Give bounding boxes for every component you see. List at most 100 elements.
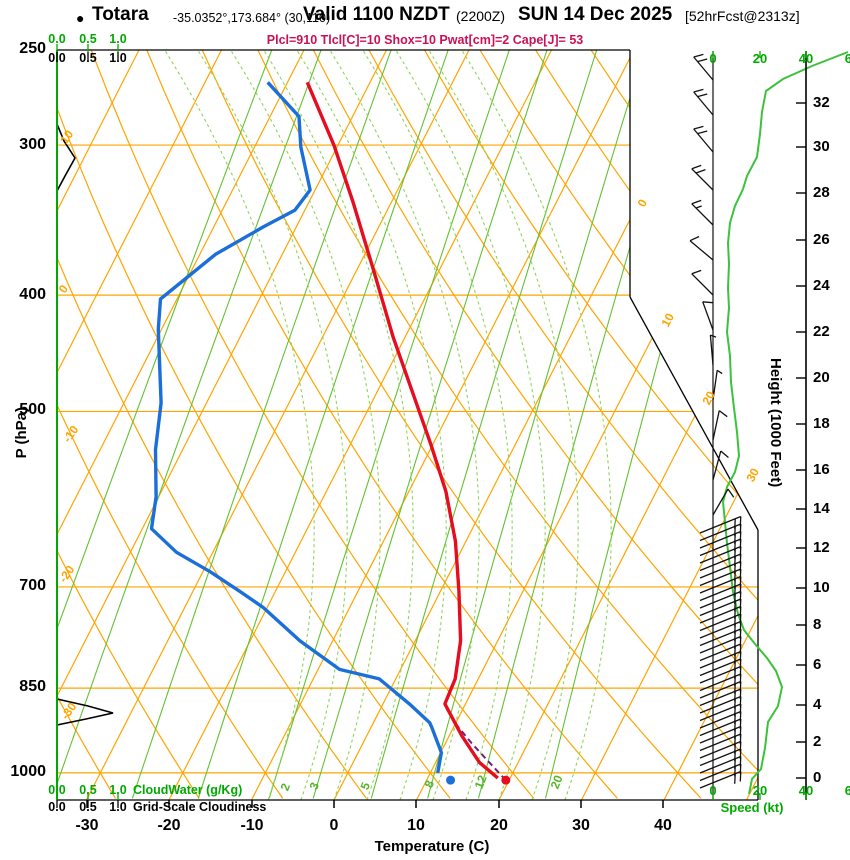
- temperature-label: -30: [75, 817, 99, 834]
- isotherm-line: [498, 50, 758, 800]
- wind-barb-feather: [693, 53, 704, 58]
- station-name: Totara: [92, 4, 149, 25]
- station-bullet-icon: ●: [76, 10, 85, 26]
- forecast-hour: [52hrFcst@2313z]: [685, 8, 800, 24]
- wind-barb-staff: [699, 710, 742, 729]
- height-label: 14: [813, 500, 830, 517]
- wind-barb-staff: [699, 748, 742, 767]
- wind-barb-feather: [718, 410, 728, 418]
- height-label: 16: [813, 461, 830, 478]
- isotherm-line: [57, 50, 223, 800]
- mixing-ratio-line: [57, 50, 273, 799]
- station-coords: -35.0352°,173.684° (30,110): [173, 11, 331, 25]
- wind-barb-feather: [720, 450, 729, 458]
- wind-barb-staff: [699, 545, 742, 564]
- dry-adiabat-line: [201, 50, 702, 799]
- wind-barb-staff: [712, 410, 720, 441]
- wind-barb-staff: [699, 718, 742, 737]
- dry-adiabat-line: [57, 50, 284, 799]
- temperature-axis-title: Temperature (C): [374, 838, 490, 855]
- height-label: 8: [813, 616, 822, 633]
- wind-barb-staff: [699, 680, 742, 699]
- moist-adiabat-line: [329, 50, 480, 800]
- wind-barb-staff: [699, 598, 742, 617]
- height-label: 32: [813, 94, 830, 111]
- mixing-ratio-line: [197, 50, 449, 799]
- speed-axis-title: Speed (kt): [720, 800, 784, 815]
- moist-adiabat-line: [263, 50, 414, 800]
- cloudiness-scale-label: 0.0: [48, 51, 66, 65]
- wind-barb-staff: [693, 91, 714, 116]
- isotherm-line: [250, 50, 635, 800]
- dry-adiabat-line: [257, 50, 758, 799]
- wind-barb-staff: [689, 240, 714, 261]
- wind-barb-staff: [712, 370, 718, 401]
- dewpoint-profile: [149, 81, 444, 774]
- wind-barb-staff: [699, 523, 742, 542]
- wind-barb-feather: [716, 369, 723, 375]
- cloudiness-scale-label: 0.5: [79, 51, 97, 65]
- temperature-label: -20: [157, 817, 181, 834]
- wind-barb-staff: [699, 733, 742, 752]
- wind-barb-staff: [712, 488, 729, 516]
- grid-lines: [57, 50, 758, 800]
- temperature-profile: [305, 81, 499, 780]
- cloudwater-scale-label: 0.5: [79, 32, 97, 46]
- pressure-label: 300: [19, 136, 46, 153]
- stability-parameters: Plcl=910 Tlcl[C]=10 Shox=10 Pwat[cm]=2 C…: [266, 33, 584, 47]
- cloudwater-scale-label: 0.5: [79, 783, 97, 797]
- cloudwater-axis-title: CloudWater (g/Kg): [133, 783, 243, 797]
- temperature-label: 10: [407, 817, 425, 834]
- cloudwater-scale-label: 1.0: [109, 783, 127, 797]
- moist-adiabat-line: [428, 50, 579, 800]
- dry-adiabat-line: [423, 50, 758, 799]
- wind-barb-feather: [727, 488, 735, 498]
- wind-barb-staff: [699, 590, 742, 609]
- moist-adiabat-line: [362, 50, 513, 800]
- speed-label-bottom: 60: [844, 783, 850, 798]
- cloudiness-profile: [56, 50, 114, 800]
- pressure-label: 850: [19, 678, 46, 695]
- wind-barb-staff: [699, 635, 742, 654]
- cloudwater-scale-label: 0.0: [48, 32, 66, 46]
- wind-barb-feather: [691, 269, 702, 275]
- speed-label-top: 0: [709, 51, 717, 66]
- isotherm-line: [85, 50, 470, 800]
- mixing-ratio-line: [544, 50, 745, 799]
- isotherm-line: [168, 50, 553, 800]
- wind-speed-profile: [721, 51, 849, 795]
- wind-barb-staff: [709, 335, 714, 366]
- mixing-ratio-line: [268, 50, 510, 799]
- speed-label-bottom: 40: [798, 783, 814, 798]
- pressure-label: 1000: [10, 763, 46, 780]
- wind-barb-staff: [699, 650, 742, 669]
- wind-barb-staff: [699, 770, 742, 789]
- valid-time: Valid 1100 NZDT: [303, 4, 450, 25]
- wind-barb-staff: [699, 515, 742, 534]
- height-label: 12: [813, 539, 830, 556]
- wind-barb-staff: [699, 568, 742, 587]
- isotherm-line: [415, 50, 758, 800]
- wind-barb-feather: [691, 164, 702, 170]
- height-label: 24: [813, 277, 830, 294]
- pressure-label: 500: [19, 401, 46, 418]
- wind-barb-staff: [693, 128, 714, 153]
- wind-barb-feather: [693, 88, 704, 93]
- wind-barb-staff: [699, 530, 742, 549]
- wind-barb-staff: [699, 575, 742, 594]
- wind-barb-feather: [734, 773, 736, 784]
- dry-adiabat-line: [312, 50, 758, 799]
- cloudiness-scale-label: 1.0: [109, 51, 127, 65]
- valid-date: SUN 14 Dec 2025: [518, 4, 673, 25]
- wind-barb-staff: [699, 553, 742, 572]
- wind-barb-feather: [702, 301, 713, 304]
- height-label: 0: [813, 769, 822, 786]
- wind-barb-staff: [691, 273, 714, 296]
- height-label: 26: [813, 231, 830, 248]
- moist-adiabat-line: [395, 50, 546, 800]
- cloudwater-scale-label: 0.0: [48, 783, 66, 797]
- height-label: 10: [813, 579, 830, 596]
- cloudiness-scale-label: 0.0: [48, 800, 66, 814]
